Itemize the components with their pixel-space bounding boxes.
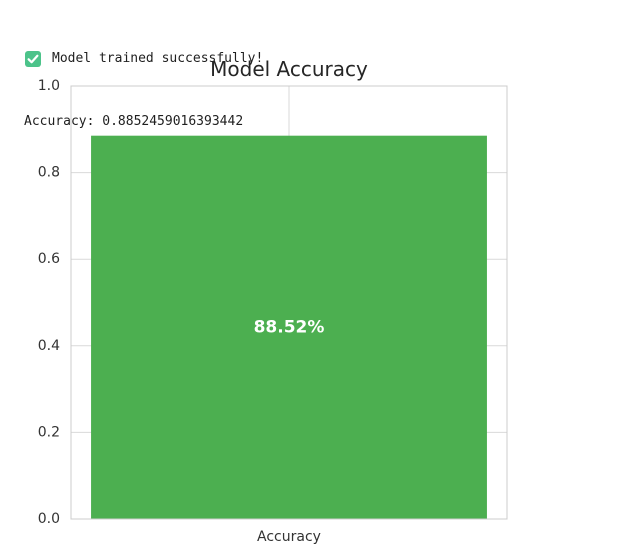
y-tick-label: 0.0: [38, 511, 60, 527]
cell-output: Model trained successfully! Accuracy: 0.…: [24, 6, 263, 153]
status-line: Model trained successfully!: [24, 48, 263, 69]
status-text: Model trained successfully!: [52, 51, 264, 66]
y-tick-label: 0.2: [38, 424, 60, 440]
bars: [91, 135, 487, 519]
x-tick-label: Accuracy: [257, 529, 321, 545]
bar-accuracy: [91, 135, 487, 519]
y-tick-label: 0.4: [38, 338, 60, 354]
bar-data-label: 88.52%: [254, 317, 325, 337]
accuracy-line: Accuracy: 0.8852459016393442: [24, 114, 244, 129]
tick-labels: 0.0 0.2 0.4 0.6 0.8 1.0 Accuracy: [38, 78, 321, 545]
y-tick-label: 0.6: [38, 251, 60, 267]
y-tick-label: 1.0: [38, 78, 60, 94]
chart-title: Model Accuracy: [210, 57, 368, 81]
plot-frame: [70, 85, 508, 520]
y-tick-label: 0.8: [38, 165, 60, 181]
check-mark-icon: [25, 50, 41, 67]
